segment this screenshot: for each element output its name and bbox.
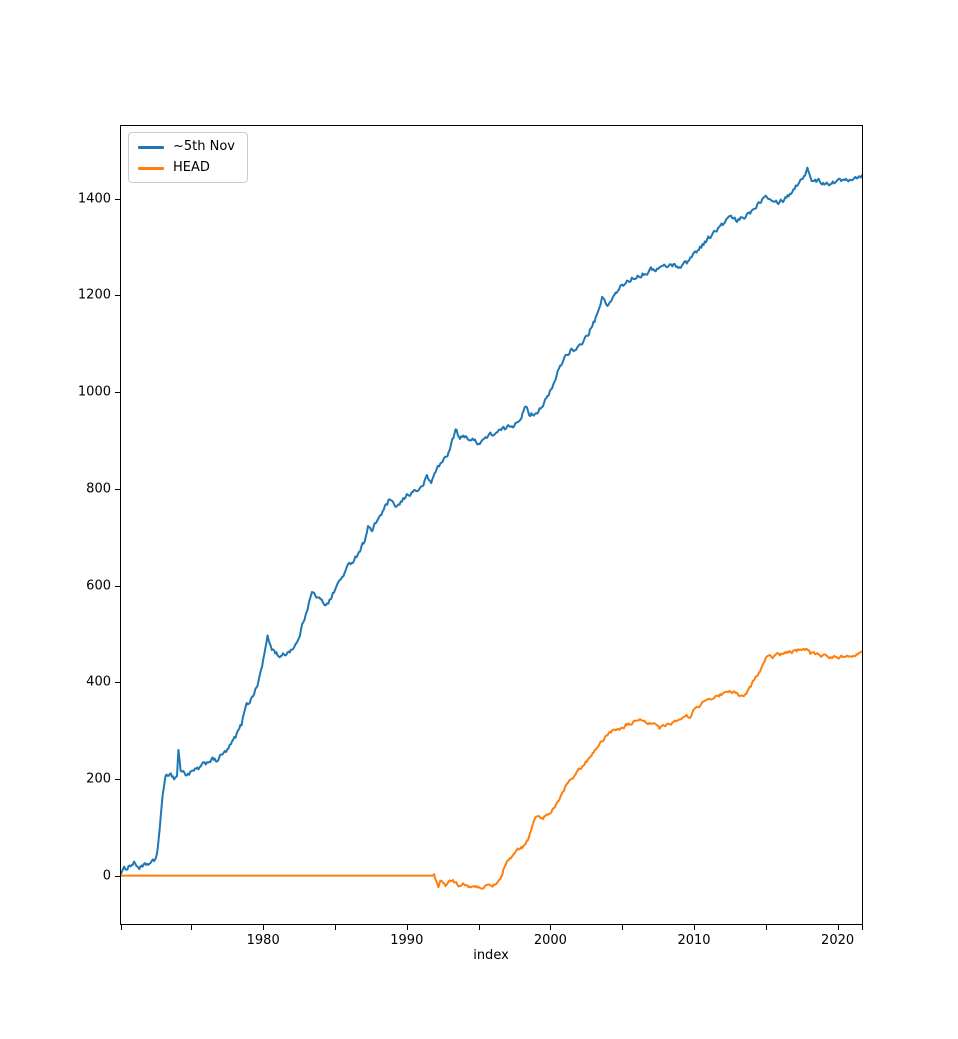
x-tick-mark	[862, 925, 863, 930]
x-tick-mark	[406, 925, 408, 930]
x-tick-mark	[121, 925, 122, 930]
series-line--5th-nov	[121, 166, 862, 875]
chart-canvas	[121, 166, 862, 890]
x-tick-mark	[335, 925, 336, 930]
legend-label: HEAD	[173, 160, 210, 175]
x-tick-mark	[837, 925, 839, 930]
y-tick-label: 400	[86, 674, 111, 690]
y-tick-mark	[115, 392, 120, 393]
x-tick-mark	[263, 925, 265, 930]
x-tick-mark	[478, 925, 480, 930]
y-tick-mark	[115, 778, 120, 780]
x-tick-mark	[622, 925, 624, 930]
y-tick-mark	[115, 488, 120, 490]
legend: ~5th Nov HEAD	[128, 132, 249, 183]
y-tick-label: 800	[86, 481, 111, 497]
y-tick-mark	[115, 875, 120, 877]
y-tick-mark	[115, 585, 120, 587]
series-line-head	[121, 647, 862, 890]
legend-item: ~5th Nov	[138, 140, 235, 154]
legend-label: ~5th Nov	[173, 139, 236, 154]
y-tick-label: 0	[102, 868, 111, 884]
x-tick-label: 1990	[390, 933, 424, 948]
x-tick-mark	[694, 925, 695, 930]
x-axis-title: index	[473, 948, 509, 963]
x-tick-mark	[550, 925, 552, 930]
x-tick-label: 1980	[246, 933, 280, 948]
x-tick-label: 2020	[821, 933, 855, 948]
x-tick-mark	[765, 925, 767, 930]
y-tick-mark	[115, 295, 120, 297]
y-tick-mark	[115, 682, 120, 684]
y-tick-label: 600	[86, 578, 111, 593]
y-tick-label: 200	[86, 771, 111, 787]
y-tick-mark	[115, 198, 120, 200]
x-tick-label: 2000	[533, 933, 567, 948]
legend-line-icon	[138, 166, 164, 170]
x-tick-label: 2010	[677, 933, 711, 948]
y-tick-label: 1400	[77, 191, 111, 206]
legend-line-icon	[138, 145, 164, 149]
legend-item: HEAD	[138, 161, 235, 175]
y-tick-label: 1200	[77, 287, 111, 303]
x-tick-mark	[191, 925, 193, 930]
plot-area: ~5th Nov HEAD	[120, 125, 863, 925]
y-tick-label: 1000	[77, 384, 111, 400]
